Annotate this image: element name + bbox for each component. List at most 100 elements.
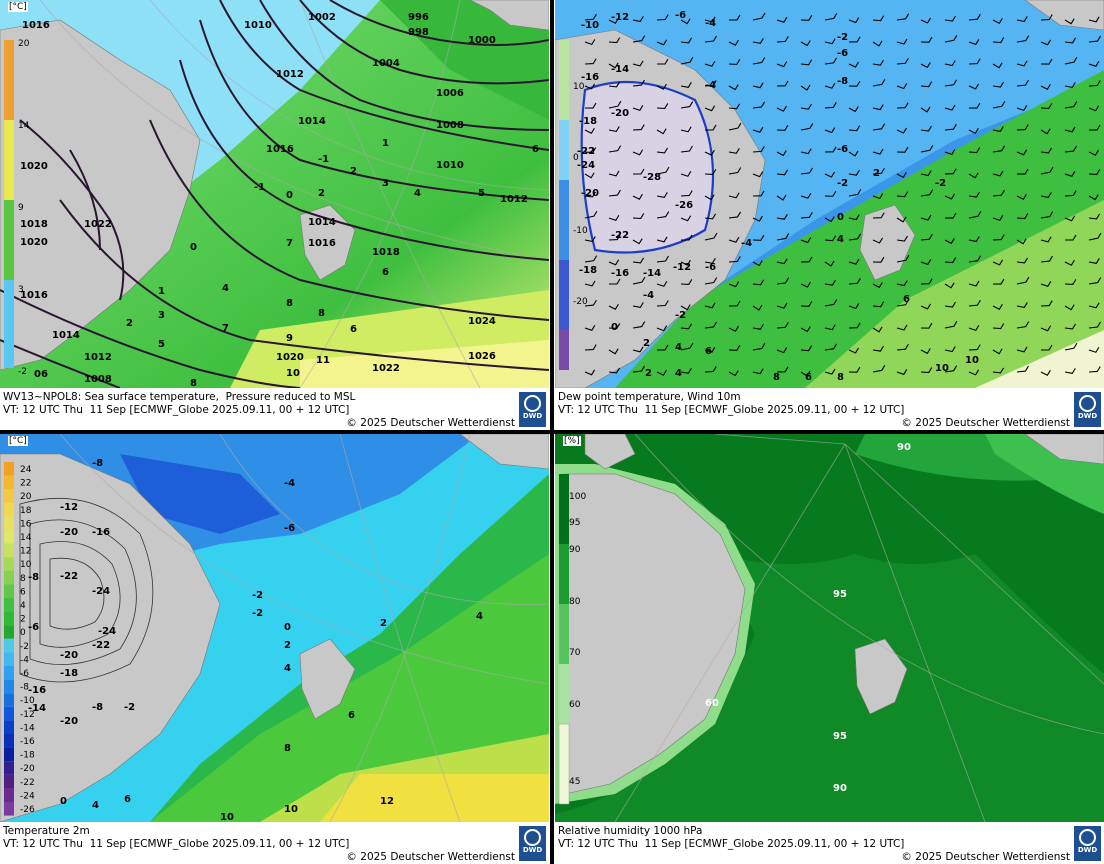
wind-barb: [824, 324, 836, 331]
wind-barb: [920, 303, 932, 310]
legend-tick: 10: [573, 82, 585, 92]
legend-swatch: [4, 475, 14, 490]
isobar-label: 1014: [298, 116, 326, 127]
wind-barb: [632, 302, 644, 308]
wind-barb: [896, 216, 907, 223]
t-label: 8: [284, 743, 291, 754]
legend-tick: 0: [573, 153, 579, 163]
wind-barb: [728, 211, 741, 219]
t-label: 4: [476, 611, 483, 622]
wind-barb: [848, 189, 862, 197]
greenland-landmass: [564, 473, 746, 795]
wind-barb: [1064, 323, 1077, 330]
isobar-label: 1008: [84, 374, 112, 385]
wind-barb: [872, 59, 884, 66]
legend-tick: -2: [20, 642, 29, 652]
wind-barb: [776, 169, 789, 176]
isobar-label: 1020: [276, 352, 304, 363]
isobar-label: 1012: [500, 194, 528, 205]
dp-label: -4: [643, 290, 654, 301]
wind-barb: [1016, 257, 1028, 264]
wind-barb: [1088, 61, 1100, 67]
sst-label: 4: [414, 188, 421, 199]
wind-barb: [752, 82, 764, 89]
sst-label: 1: [158, 286, 165, 297]
wind-barb: [1040, 103, 1053, 110]
valid-time: VT: 12 UTC Thu 11 Sep [ECMWF_Globe 2025.…: [3, 838, 350, 850]
dwd-logo: DWD: [519, 826, 546, 861]
isobar-label: 1016: [308, 238, 336, 249]
legend-tick: -26: [20, 805, 35, 815]
t-label: -24: [92, 586, 110, 597]
wind-barb: [848, 214, 860, 221]
sst-label: 0: [286, 190, 293, 201]
legend-tick: -10: [573, 226, 588, 236]
wind-barb: [752, 235, 765, 241]
isobar-label: 1006: [436, 88, 464, 99]
north-coast-landmass: [469, 0, 549, 31]
wind-barb: [704, 105, 716, 112]
wind-barb: [872, 167, 885, 175]
legend-tick: -4: [20, 655, 29, 665]
wind-barb: [680, 190, 693, 197]
rh-label: 95: [833, 589, 847, 600]
wind-barb: [656, 344, 669, 351]
sst-label: -1: [318, 154, 329, 165]
wind-barb: [992, 100, 1006, 109]
t-labels: -8 -4 -12 -20 -16 -6 -22 -24 -24 -22 -20…: [28, 458, 483, 822]
wind-barb: [776, 322, 789, 329]
wind-barb: [1088, 35, 1101, 43]
wind-barb: [1040, 344, 1053, 351]
isobar-label: 1026: [468, 351, 496, 362]
dwd-logo: DWD: [1074, 392, 1101, 427]
wind-barb: [752, 12, 766, 21]
t-label: -18: [60, 668, 78, 679]
legend-tick: 12: [20, 547, 31, 557]
t-label: 4: [284, 663, 291, 674]
legend-swatch: [4, 502, 14, 517]
wind-barb: [656, 255, 669, 263]
wind-barb: [608, 62, 619, 69]
legend-unit: [%]: [563, 436, 581, 446]
valid-time: VT: 12 UTC Thu 11 Sep [ECMWF_Globe 2025.…: [3, 404, 350, 416]
sst-label: 1: [382, 138, 389, 149]
wind-barb: [584, 13, 597, 21]
wind-barb: [944, 320, 958, 329]
wind-barb: [848, 80, 861, 87]
wind-barb: [1064, 82, 1076, 88]
wind-barb: [800, 326, 811, 333]
t-label: -20: [60, 650, 78, 661]
dwd-swirl-icon: [524, 829, 541, 846]
wind-barb: [944, 238, 955, 245]
wind-barb: [1040, 58, 1053, 65]
wind-barb: [800, 281, 811, 288]
isobar-label: 1014: [308, 217, 336, 228]
sst-label: 11: [316, 355, 330, 366]
rh-label: 95: [833, 731, 847, 742]
wind-barb: [944, 149, 956, 156]
legend-tick: 10: [20, 560, 32, 570]
isobar-label: 1002: [308, 12, 336, 23]
dp-label: -2: [935, 178, 946, 189]
greenland-isotherms: [19, 497, 154, 683]
wind-barb: [1088, 277, 1102, 285]
isobar-label: 996: [408, 12, 429, 23]
legend-swatch: [4, 516, 14, 530]
wind-barb: [896, 255, 910, 263]
dwd-swirl-icon: [1079, 829, 1096, 846]
wind-barb: [1088, 149, 1099, 156]
wind-barb: [992, 367, 1004, 374]
wind-barb: [632, 35, 646, 43]
legend-unit: [°C]: [8, 2, 28, 12]
wind-barb: [680, 323, 693, 330]
dp-label: -24: [577, 160, 595, 171]
north-island-landmass: [584, 434, 636, 470]
wind-barb: [1064, 304, 1075, 311]
wind-barb: [872, 301, 885, 308]
wind-barb: [680, 56, 694, 65]
legend-tick: -2: [18, 367, 27, 377]
wind-barb: [1064, 18, 1075, 25]
wind-barb: [704, 124, 717, 131]
wind-barb: [968, 325, 980, 332]
wind-barb: [728, 325, 739, 332]
